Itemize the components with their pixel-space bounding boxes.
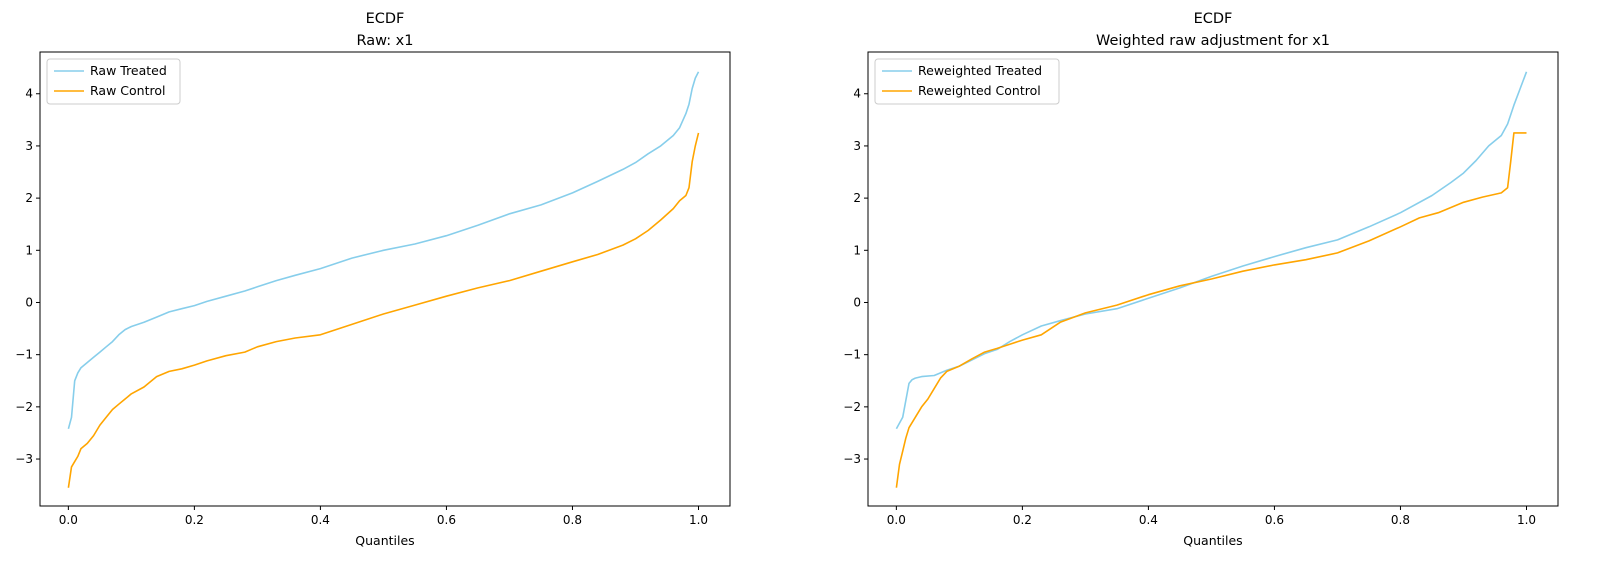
- y-tick-label: 0: [853, 295, 861, 309]
- y-tick-label: 2: [25, 191, 33, 205]
- series-line-reweighted-control: [895, 132, 1527, 488]
- y-tick-label: −1: [15, 348, 33, 362]
- y-tick-label: 0: [25, 295, 33, 309]
- series-line-reweighted-treated: [895, 71, 1528, 430]
- chart-subtitle: Raw: x1: [356, 33, 413, 49]
- x-axis-ticks: 0.0 0.2 0.4 0.6 0.8 1.0: [59, 506, 708, 527]
- y-tick-label: 1: [853, 243, 861, 257]
- y-tick-label: −2: [843, 400, 861, 414]
- legend-frame: [874, 58, 1060, 105]
- legend: Raw Treated Raw Control: [46, 58, 181, 105]
- y-axis-ticks: −3 −2 −1 0 1 2 3 4: [15, 87, 40, 466]
- y-tick-label: −2: [15, 400, 33, 414]
- plot-area: [39, 51, 731, 507]
- x-tick-label: 0.6: [437, 513, 456, 527]
- y-tick-label: 2: [853, 191, 861, 205]
- x-axis-label: Quantiles: [355, 533, 414, 548]
- legend-label-reweighted-treated: Reweighted Treated: [918, 63, 1042, 78]
- x-axis-ticks: 0.0 0.2 0.4 0.6 0.8 1.0: [887, 506, 1536, 527]
- x-tick-label: 0.4: [311, 513, 330, 527]
- legend-label-raw-treated: Raw Treated: [90, 63, 167, 78]
- y-tick-label: −3: [843, 452, 861, 466]
- x-tick-label: 0.8: [563, 513, 582, 527]
- chart-left: ECDF Raw: x1 0.0 0.2 0.4 0.6 0.8 1.0 −3 −2 −1 0 1…: [15, 11, 731, 548]
- y-tick-label: −3: [15, 452, 33, 466]
- y-tick-label: 1: [25, 243, 33, 257]
- x-tick-label: 0.0: [59, 513, 78, 527]
- chart-subtitle: Weighted raw adjustment for x1: [1096, 33, 1330, 49]
- series-line-raw-control: [67, 132, 700, 488]
- legend-label-raw-control: Raw Control: [90, 83, 165, 98]
- y-axis-ticks: −3 −2 −1 0 1 2 3 4: [843, 87, 868, 466]
- series-line-raw-treated: [67, 71, 700, 430]
- legend-label-reweighted-control: Reweighted Control: [918, 83, 1041, 98]
- x-tick-label: 0.6: [1265, 513, 1284, 527]
- chart-right: ECDF Weighted raw adjustment for x1 0.0 0…: [843, 11, 1559, 548]
- chart-title: ECDF: [366, 11, 405, 27]
- y-tick-label: 3: [853, 139, 861, 153]
- x-tick-label: 0.2: [1013, 513, 1032, 527]
- series-lines: [895, 71, 1528, 488]
- legend: Reweighted Treated Reweighted Control: [874, 58, 1060, 105]
- x-tick-label: 0.2: [185, 513, 204, 527]
- x-tick-label: 0.0: [887, 513, 906, 527]
- y-tick-label: 3: [25, 139, 33, 153]
- y-tick-label: −1: [843, 348, 861, 362]
- x-tick-label: 0.4: [1139, 513, 1158, 527]
- x-tick-label: 1.0: [1517, 513, 1536, 527]
- y-tick-label: 4: [853, 87, 861, 101]
- series-lines: [67, 71, 700, 488]
- x-tick-label: 0.8: [1391, 513, 1410, 527]
- y-tick-label: 4: [25, 87, 33, 101]
- chart-title: ECDF: [1194, 11, 1233, 27]
- x-tick-label: 1.0: [689, 513, 708, 527]
- x-axis-label: Quantiles: [1183, 533, 1242, 548]
